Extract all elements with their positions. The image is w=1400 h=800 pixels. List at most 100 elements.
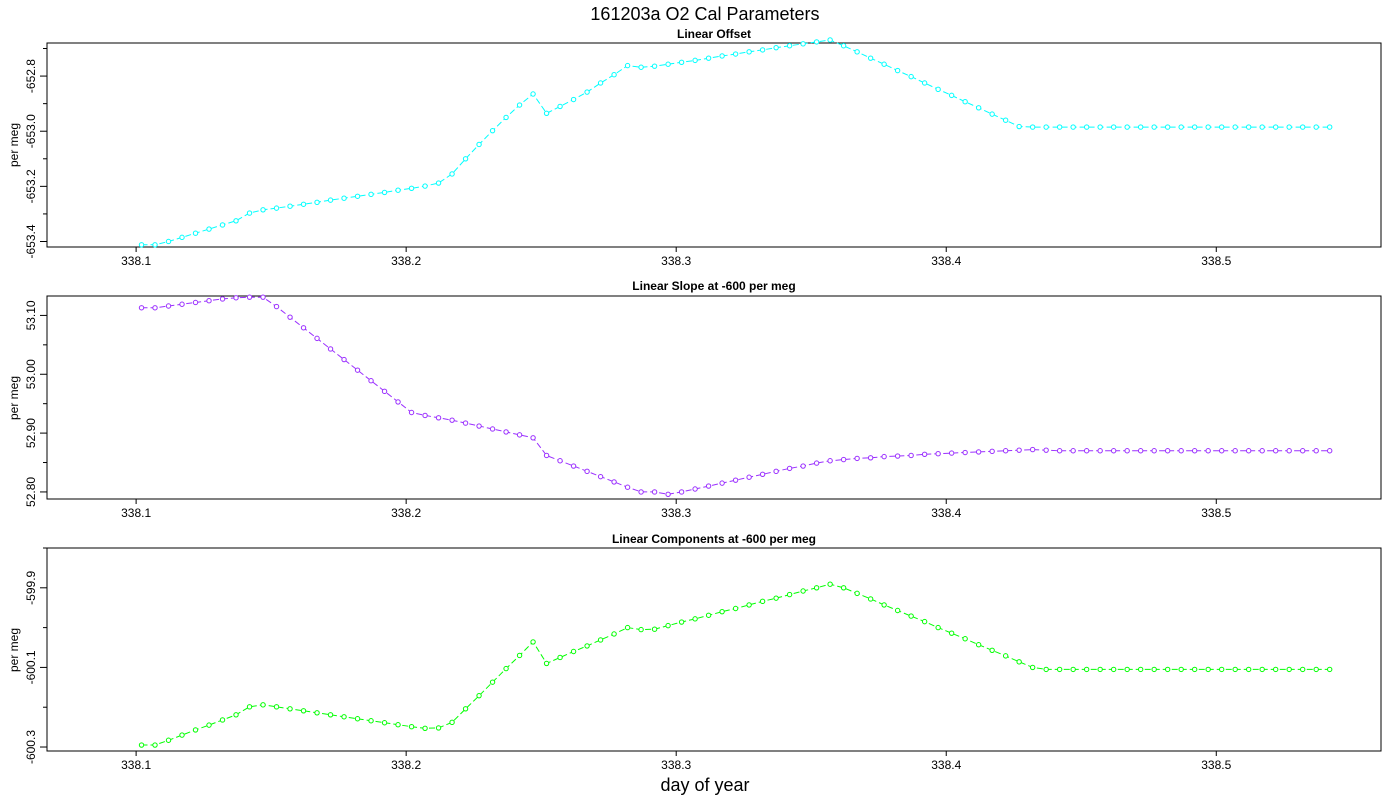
components-data-point	[989, 647, 995, 653]
offset-data-point	[530, 91, 536, 97]
offset-data-point	[570, 96, 577, 103]
offset-data-point	[786, 43, 793, 49]
components-data-point	[206, 722, 212, 728]
offset-data-point	[1164, 124, 1171, 130]
components-plot: 338.1 338.2 338.3 338.4 338.5 -600.3 -600.1 -59…	[24, 547, 1382, 772]
slope-data-point	[1178, 448, 1184, 454]
offset-data-point	[854, 49, 860, 55]
slope-data-point	[368, 378, 374, 384]
offset-data-point	[989, 111, 995, 117]
offset-data-point	[1110, 124, 1117, 130]
slope-data-point	[1029, 446, 1036, 453]
components-data-point	[746, 602, 752, 608]
components-data-point	[584, 643, 590, 649]
offset-data-point	[1137, 124, 1144, 130]
components-data-point	[719, 608, 725, 615]
components-data-point	[1178, 666, 1184, 673]
offset-data-point	[354, 193, 361, 199]
slope-data-point	[570, 463, 577, 469]
offset-data-point	[867, 55, 874, 61]
components-data-point	[516, 652, 523, 659]
components-data-point	[489, 679, 496, 685]
offset-data-point	[1097, 124, 1103, 130]
components-data-point	[1259, 666, 1265, 673]
components-data-point	[840, 585, 847, 591]
slope-data-point	[395, 399, 401, 405]
components-data-point	[867, 596, 874, 602]
components-data-point	[611, 631, 617, 637]
components-x-tick-label: 338.3	[661, 758, 691, 772]
slope-data-point	[962, 449, 968, 456]
offset-data-point	[813, 39, 820, 45]
offset-x-tick-label: 338.2	[391, 254, 421, 268]
slope-data-point	[435, 415, 442, 421]
components-data-point	[1218, 666, 1225, 673]
slope-data-point	[422, 412, 428, 419]
slope-data-point	[1110, 448, 1117, 454]
slope-data-point	[624, 484, 631, 490]
offset-data-point	[192, 230, 199, 236]
slope-data-point	[1056, 448, 1063, 454]
components-y-tick-label: -599.9	[24, 570, 38, 604]
offset-data-point	[746, 49, 752, 55]
slope-data-point	[408, 409, 415, 416]
slope-data-point	[354, 367, 361, 373]
offset-data-point	[1178, 124, 1184, 130]
offset-data-point	[516, 102, 523, 108]
components-data-point	[327, 712, 334, 718]
slope-data-point	[273, 303, 280, 310]
offset-data-point	[1272, 124, 1279, 130]
slope-y-tick-label: 52.80	[24, 477, 38, 507]
components-data-point	[368, 718, 374, 724]
slope-data-point	[138, 305, 145, 311]
slope-data-point	[908, 452, 914, 459]
offset-data-point	[138, 242, 145, 248]
offset-plot-frame	[46, 42, 1382, 248]
offset-data-point	[921, 80, 928, 86]
components-y-axis-label: per meg	[7, 628, 21, 672]
offset-series-line	[141, 39, 1330, 246]
slope-data-point	[516, 432, 523, 438]
components-data-point	[854, 590, 860, 597]
slope-data-point	[1002, 448, 1009, 454]
offset-data-point	[800, 41, 806, 47]
offset-data-point	[1083, 124, 1090, 130]
slope-data-point	[840, 456, 847, 463]
offset-data-point	[1218, 124, 1225, 130]
offset-data-point	[1245, 124, 1252, 130]
components-data-point	[1097, 666, 1103, 673]
offset-data-point	[908, 73, 914, 80]
components-data-point	[1164, 666, 1171, 673]
offset-data-point	[408, 185, 415, 191]
offset-data-point	[503, 114, 509, 121]
components-x-tick-label: 338.2	[391, 758, 421, 772]
offset-data-point	[1016, 123, 1022, 130]
components-data-point	[1110, 666, 1117, 673]
offset-data-point	[651, 63, 658, 69]
offset-data-point	[395, 187, 401, 193]
offset-data-point	[489, 127, 496, 134]
offset-data-point	[1056, 124, 1063, 130]
slope-data-point	[638, 489, 644, 495]
slope-data-point	[1016, 447, 1022, 453]
components-data-point	[233, 712, 239, 718]
offset-data-point	[624, 62, 631, 69]
figure-title: 161203a O2 Cal Parameters	[590, 4, 819, 24]
slope-data-point	[1191, 448, 1198, 454]
components-y-tick-label: -600.3	[24, 730, 38, 764]
offset-data-point	[435, 180, 442, 186]
components-data-point	[1313, 666, 1319, 673]
components-data-point	[165, 737, 172, 743]
components-data-point	[557, 654, 563, 661]
components-data-point	[354, 716, 361, 722]
components-data-point	[179, 732, 185, 738]
slope-data-point	[854, 455, 860, 462]
slope-data-point	[921, 451, 928, 457]
components-data-point	[408, 724, 415, 730]
components-data-point	[651, 626, 658, 632]
components-data-point	[1272, 666, 1279, 673]
components-data-point	[273, 704, 280, 710]
slope-y-tick-label: 53.10	[24, 300, 38, 330]
offset-data-point	[1002, 117, 1009, 123]
components-data-point	[894, 607, 901, 614]
